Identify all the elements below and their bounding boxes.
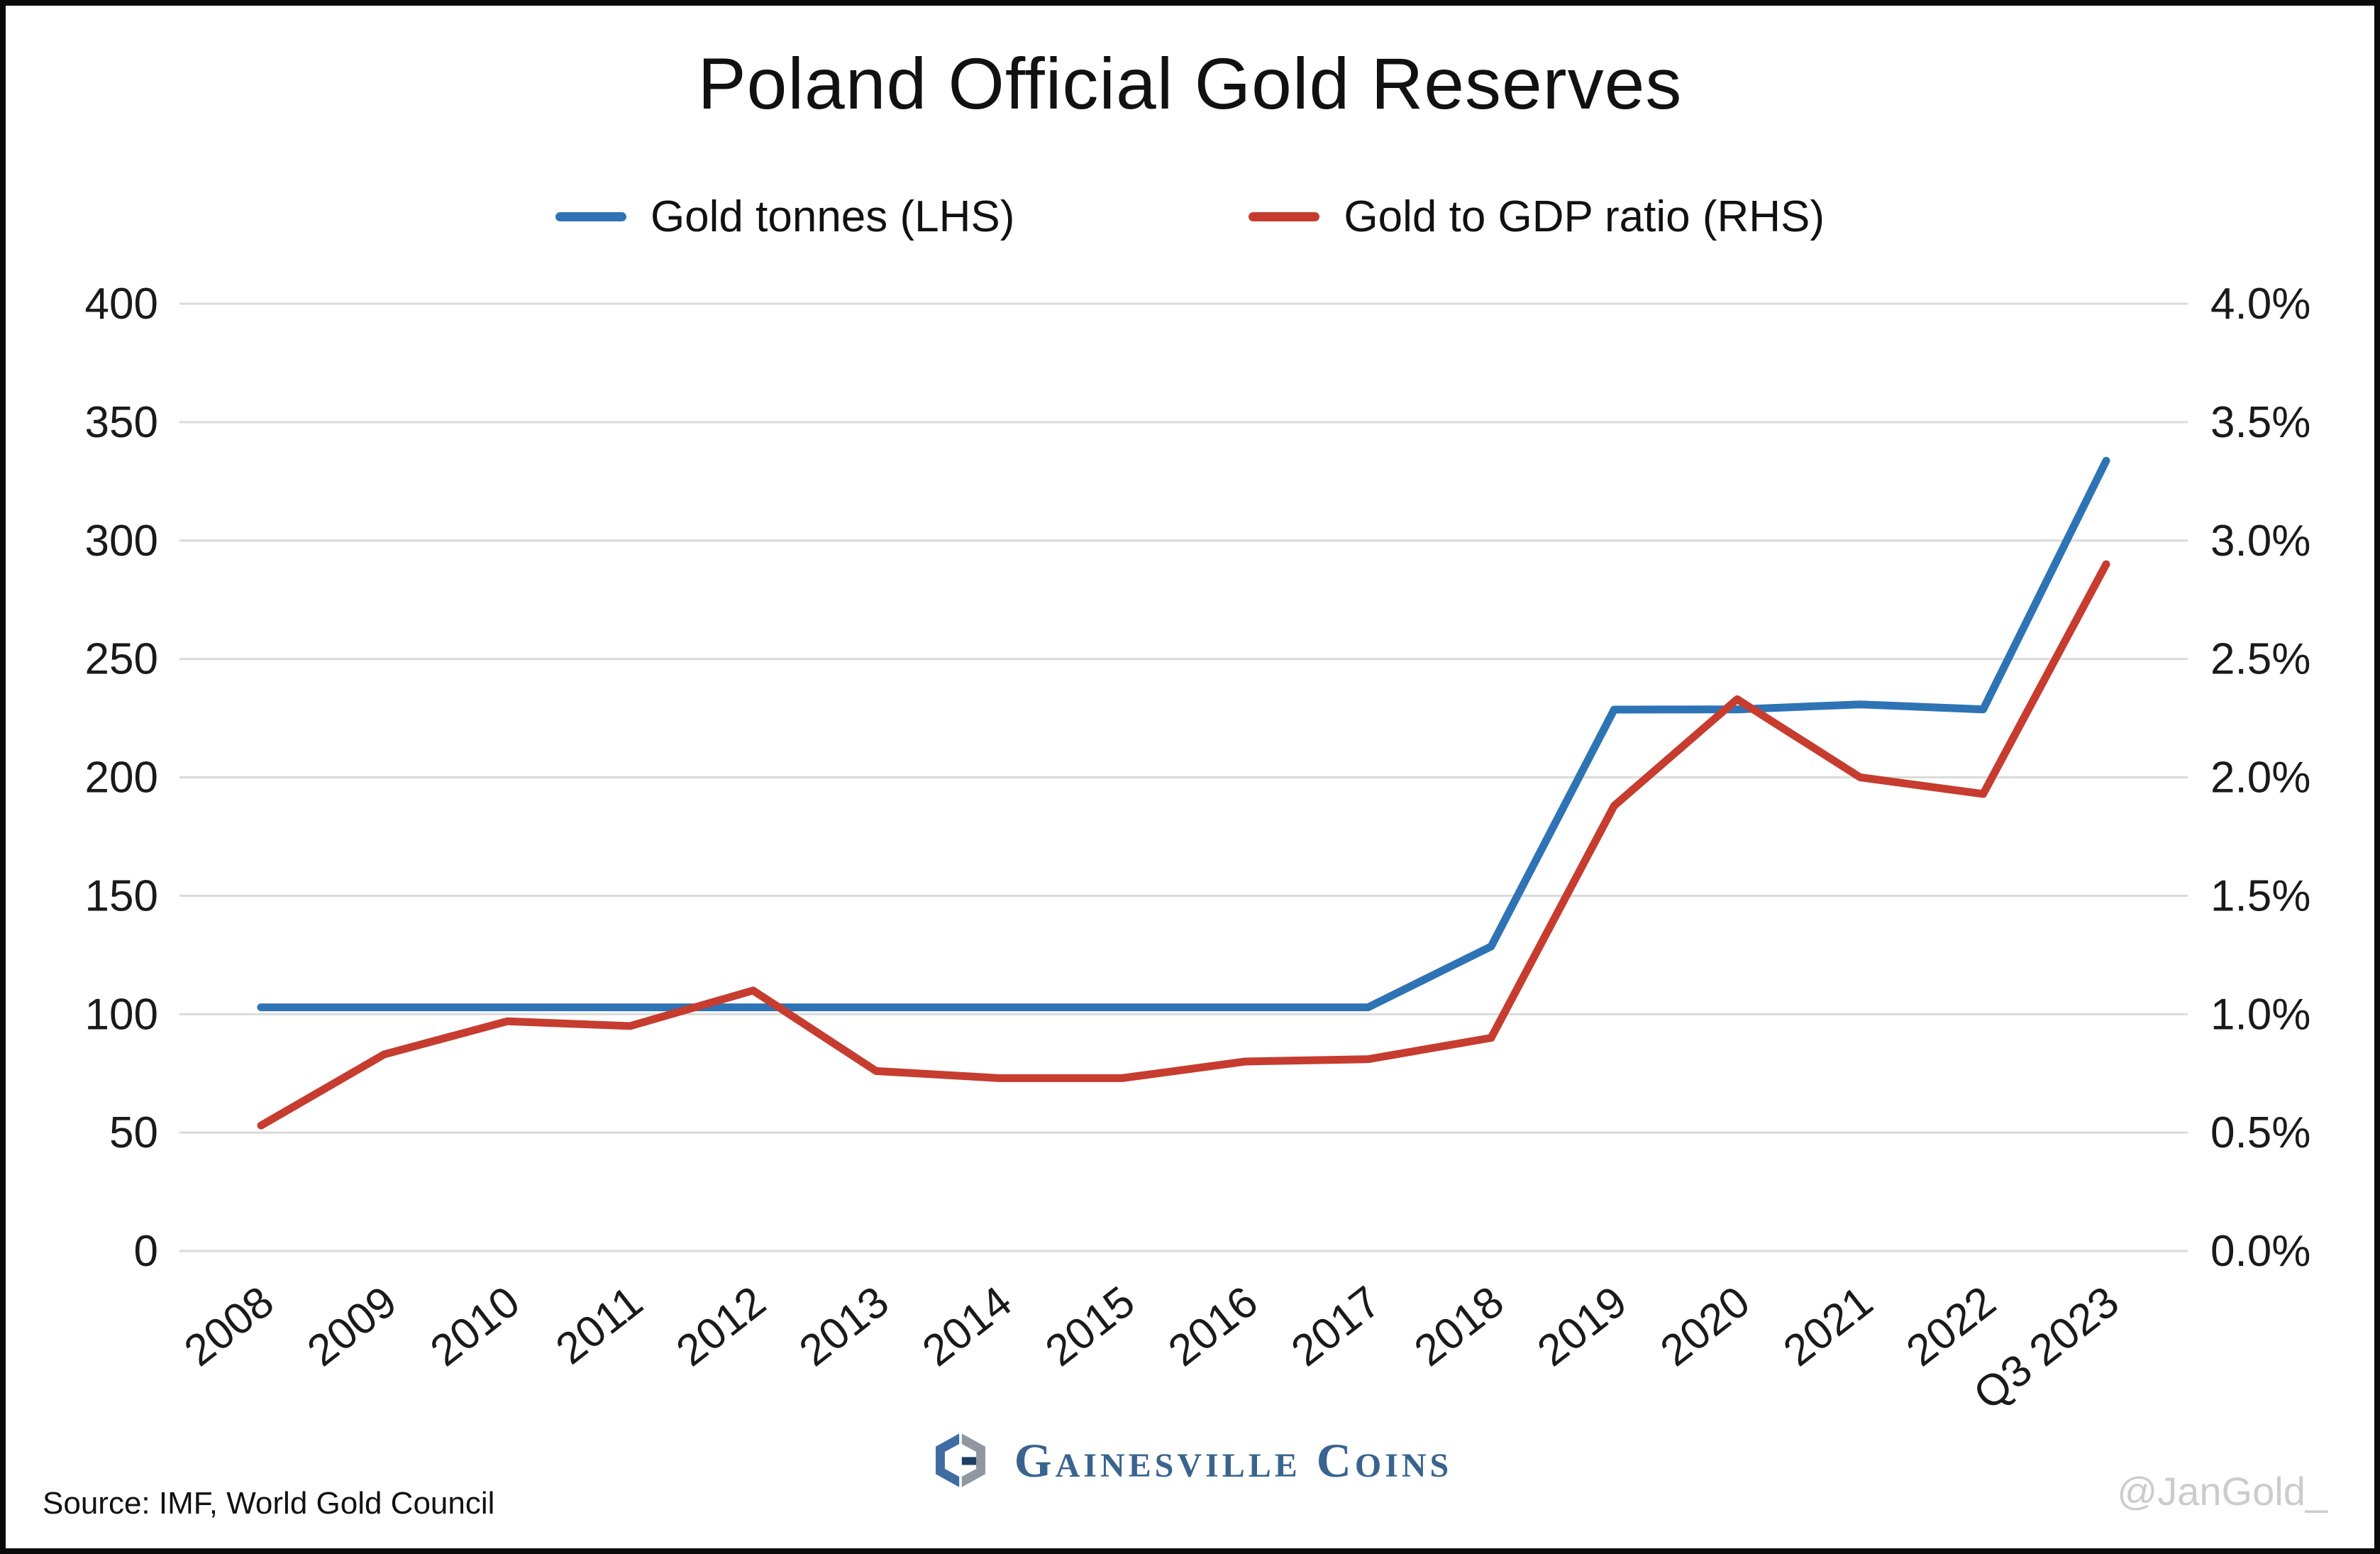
x-axis-label: 2008 — [175, 1277, 282, 1376]
y-axis-tick-left: 0 — [134, 1227, 158, 1276]
x-axis-label: 2021 — [1775, 1277, 1882, 1376]
y-axis-tick-right: 1.0% — [2210, 990, 2310, 1039]
gainesville-coins-logo-icon — [935, 1433, 985, 1487]
y-axis-tick-right: 2.5% — [2210, 635, 2310, 684]
x-axis-label: 2014 — [914, 1277, 1021, 1376]
legend-swatch-red — [1249, 212, 1320, 221]
y-axis-tick-right: 2.0% — [2210, 754, 2310, 803]
y-axis-tick-right: 3.5% — [2210, 398, 2310, 447]
x-axis-label: 2015 — [1036, 1277, 1144, 1376]
y-axis-tick-right: 3.0% — [2210, 517, 2310, 566]
x-axis-label: 2017 — [1283, 1277, 1390, 1376]
series-line-gold-tonnes-lhs — [257, 456, 2110, 1012]
chart-title: Poland Official Gold Reserves — [697, 43, 1683, 124]
x-axis-label: 2011 — [547, 1277, 652, 1374]
y-axis-tick-left: 200 — [85, 754, 158, 803]
gainesville-coins-logo: Gainesville Coins — [6, 1431, 2374, 1490]
x-axis-label: 2010 — [421, 1277, 528, 1376]
y-axis-tick-right: 1.5% — [2210, 871, 2310, 920]
y-axis-tick-left: 250 — [85, 635, 158, 684]
x-axis-label: 2012 — [668, 1277, 775, 1376]
y-axis-tick-right: 0.0% — [2210, 1227, 2310, 1276]
legend-label-gold-tonnes: Gold tonnes (LHS) — [650, 192, 1015, 241]
legend-label-gdp-ratio: Gold to GDP ratio (RHS) — [1344, 192, 1825, 241]
x-axis-label: 2009 — [299, 1277, 406, 1376]
legend: Gold tonnes (LHS) Gold to GDP ratio (RHS… — [6, 192, 2374, 242]
y-axis-tick-left: 100 — [85, 990, 158, 1039]
watermark-handle: @JanGold_ — [2117, 1469, 2328, 1514]
x-axis-label: 2016 — [1160, 1277, 1267, 1376]
y-axis-tick-right: 4.0% — [2210, 280, 2310, 329]
legend-swatch-blue — [555, 212, 626, 221]
legend-item-gdp-ratio: Gold to GDP ratio (RHS) — [1249, 192, 1825, 242]
y-axis-tick-left: 300 — [85, 517, 158, 566]
chart-plot-area: 0 0.0% 50 0.5% 100 1.0% 150 1.5% 200 2.0% 250 2.5% 3… — [85, 280, 2311, 1419]
y-axis-tick-left: 150 — [85, 871, 158, 920]
gainesville-coins-logo-text: Gainesville Coins — [1014, 1433, 1453, 1487]
y-axis-tick-left: 50 — [109, 1108, 158, 1157]
x-axis-label: 2018 — [1405, 1277, 1512, 1376]
legend-item-gold-tonnes: Gold tonnes (LHS) — [555, 192, 1014, 242]
y-axis-tick-right: 0.5% — [2210, 1108, 2310, 1157]
x-axis-label: 2020 — [1651, 1277, 1759, 1376]
y-axis-tick-left: 350 — [85, 398, 158, 447]
y-axis-tick-left: 400 — [85, 280, 158, 329]
x-axis-label: 2013 — [790, 1277, 897, 1376]
x-axis-label: 2022 — [1898, 1277, 2005, 1376]
source-note: Source: IMF, World Gold Council — [43, 1486, 495, 1521]
series-line-gold-to-gdp-ratio-rhs — [257, 560, 2110, 1130]
x-axis-label: 2019 — [1529, 1277, 1636, 1376]
